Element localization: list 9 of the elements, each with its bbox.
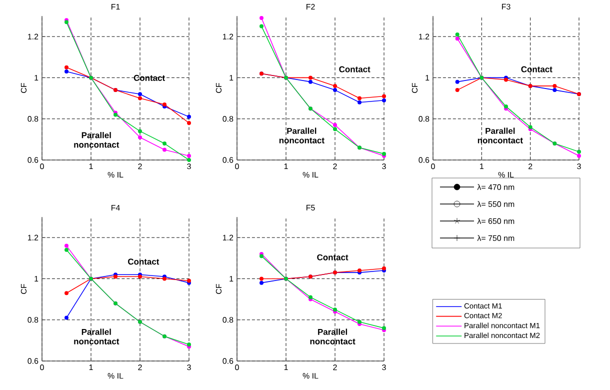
annotation: Contact: [339, 66, 370, 72]
annotation: Parallel noncontact: [279, 128, 324, 144]
annotation: Contact: [521, 66, 552, 72]
annotation: Parallel noncontact: [310, 328, 356, 344]
annotation: Parallel noncontact: [74, 132, 120, 148]
annotation: Parallel noncontact: [74, 328, 120, 344]
annotation: Parallel noncontact: [478, 128, 523, 144]
annotation: Contact: [128, 258, 160, 265]
annotation: Contact: [317, 254, 348, 260]
